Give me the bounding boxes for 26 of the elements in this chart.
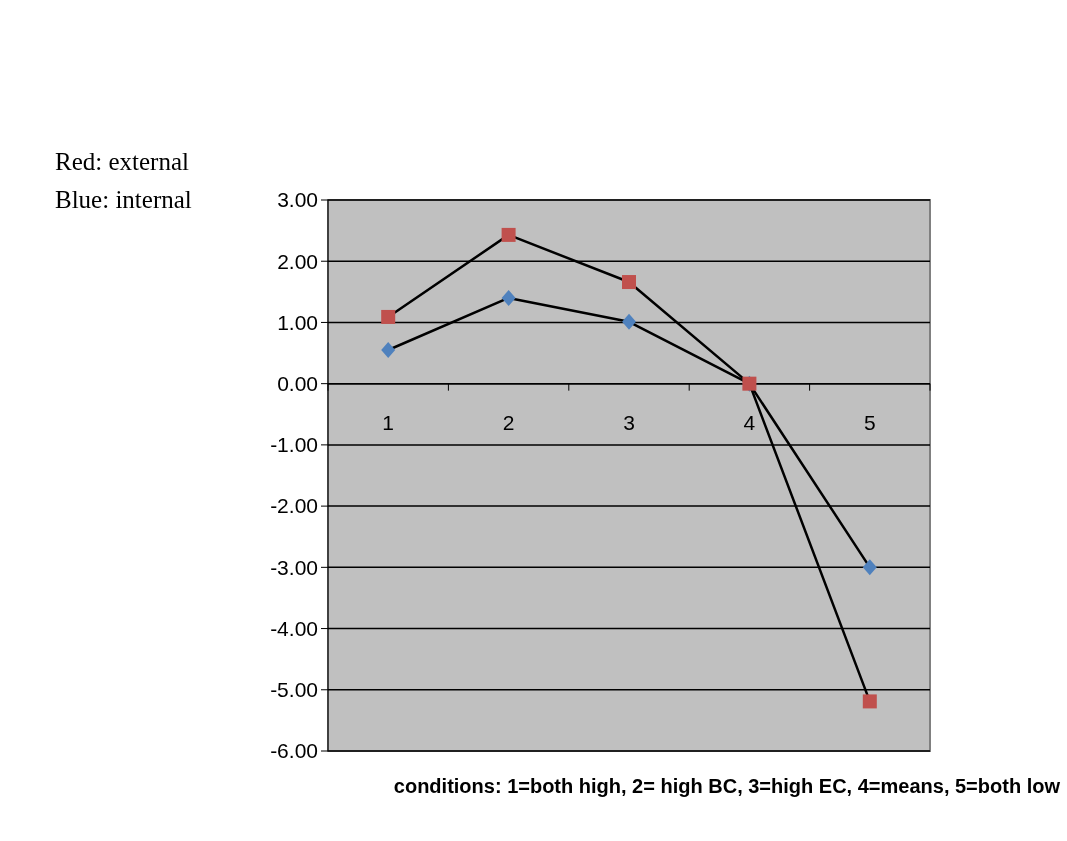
y-tick-label: -5.00	[270, 678, 318, 702]
y-tick-label: -6.00	[270, 739, 318, 763]
point	[501, 227, 516, 242]
y-tick-label: 1.00	[277, 310, 318, 334]
y-tick-label: 0.00	[277, 372, 318, 396]
point	[622, 313, 636, 330]
x-tick-label: 3	[623, 410, 635, 434]
x-axis-title: conditions: 1=both high, 2= high BC, 3=high EC, 4=means, 5=both low	[393, 775, 1061, 797]
y-tick-label: 3.00	[277, 188, 318, 212]
y-tick-label: 2.00	[277, 249, 318, 273]
y-tick-label: -2.00	[270, 494, 318, 518]
x-tick-label: 1	[382, 410, 395, 434]
point	[862, 694, 877, 709]
y-tick-label: -3.00	[270, 555, 318, 579]
x-tick-label: 4	[743, 410, 756, 434]
text: Blue: internal	[55, 186, 192, 213]
point	[381, 341, 396, 358]
point	[501, 289, 516, 306]
x-tick-label: 5	[863, 410, 876, 434]
x-tick-label: 2	[502, 410, 515, 434]
point	[381, 309, 396, 324]
point	[862, 559, 877, 576]
text: Red: external	[55, 148, 190, 175]
point	[622, 275, 636, 290]
y-tick-label: -4.00	[270, 616, 318, 640]
y-tick-label: -1.00	[270, 433, 318, 457]
